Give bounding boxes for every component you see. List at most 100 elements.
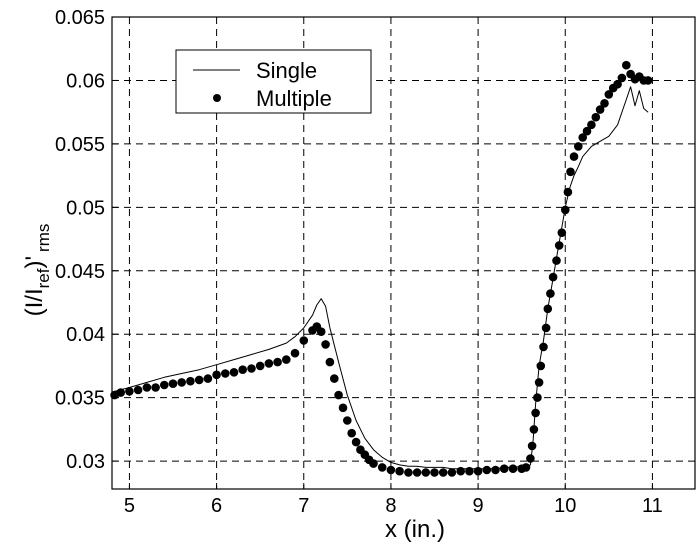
series-multiple-point [142, 383, 152, 392]
y-axis-label: (I/Iref)' rms [21, 224, 53, 317]
series-multiple-point [548, 272, 558, 282]
series-multiple-point [194, 375, 204, 385]
series-multiple-point [321, 340, 330, 349]
series-multiple-point [347, 428, 357, 438]
series-multiple-point [533, 393, 542, 402]
series-multiple-point [430, 468, 439, 477]
series-multiple-point [377, 463, 387, 472]
series-multiple-point [499, 464, 509, 474]
series-multiple-point [255, 361, 265, 371]
series-multiple-point [563, 187, 573, 197]
series-multiple-point [554, 241, 564, 250]
series-multiple-point [534, 378, 544, 387]
series-multiple-point [438, 468, 448, 477]
y-tick-label-6: 0.06 [66, 70, 105, 92]
series-multiple-point [116, 388, 125, 397]
series-multiple-point [395, 466, 404, 476]
series-multiple-point [613, 79, 622, 89]
x-tick-label-0: 5 [124, 495, 135, 517]
series-multiple-point [582, 126, 592, 136]
series-multiple-point [543, 304, 553, 314]
y-axis-label-sub-rms: rms [34, 224, 53, 252]
series-multiple-point [186, 376, 195, 386]
series-multiple-point [330, 374, 339, 383]
series-multiple-point [343, 416, 352, 425]
series-multiple-point [604, 90, 614, 99]
x-tick-label-4: 9 [473, 495, 484, 517]
series-multiple-point [527, 441, 537, 451]
series-multiple-point [334, 390, 343, 400]
y-tick-label-3: 0.045 [55, 261, 105, 283]
x-tick-label-1: 6 [211, 495, 222, 517]
series-multiple-point [168, 379, 178, 389]
x-axis-label: x (in.) [385, 516, 445, 543]
series-multiple-point [578, 133, 587, 142]
x-tick-label-6: 11 [642, 495, 663, 517]
series-multiple-point [473, 466, 483, 476]
series-multiple-point [264, 359, 274, 368]
series-multiple-point [569, 152, 579, 161]
series-multiple-point [465, 466, 474, 476]
series-multiple-point [212, 370, 221, 380]
series-multiple-point [247, 364, 256, 373]
series-multiple-point [531, 408, 540, 418]
series-multiple-point [595, 105, 605, 114]
series-multiple-point [404, 468, 413, 477]
series-multiple-point [133, 385, 143, 395]
series-multiple-point [351, 437, 361, 447]
axis-ticks: 5 6 7 8 9 10 11 0.03 0.035 0.04 0.045 0.05 0.055 0.06… [55, 7, 663, 517]
series-multiple-point [557, 228, 567, 237]
series-multiple-point [386, 465, 396, 475]
series-multiple-point [491, 465, 500, 475]
x-tick-label-2: 7 [298, 495, 309, 517]
series-multiple-point [151, 383, 160, 392]
series-multiple-point [482, 465, 492, 475]
x-tick-label-3: 8 [385, 495, 396, 517]
series-multiple-point [299, 336, 309, 345]
series-multiple-point [456, 466, 466, 476]
series-multiple-point [521, 463, 531, 472]
series-multiple-point [369, 459, 378, 468]
series-multiple-point [229, 368, 239, 377]
series-multiple-point [539, 342, 548, 352]
series-multiple-point [591, 112, 601, 122]
series-multiple-point [617, 73, 627, 83]
series-multiple-point [566, 167, 575, 177]
y-tick-label-2: 0.04 [66, 324, 105, 346]
plot-area-frame [111, 16, 696, 490]
series-multiple-point [282, 355, 291, 364]
series-multiple-point [622, 60, 631, 70]
legend-box [175, 49, 372, 114]
series-multiple-point [600, 99, 609, 108]
series-multiple-point [421, 468, 431, 477]
series-multiple-point [541, 323, 551, 333]
y-tick-label-5: 0.055 [55, 134, 105, 156]
series-multiple-point [526, 454, 535, 463]
y-axis-label-mid: )' [21, 256, 48, 269]
x-tick-label-5: 10 [554, 495, 576, 517]
series-multiple-point [238, 365, 247, 375]
legend: Single Multiple [175, 49, 372, 114]
legend-label-single: Single [256, 58, 317, 83]
series-multiple-point [273, 357, 282, 367]
y-axis-label-main: (I/I [21, 288, 48, 316]
series-multiple-point [316, 327, 326, 337]
y-tick-label-0: 0.03 [66, 451, 105, 473]
series-multiple-point [574, 142, 583, 151]
y-axis-label-sub-ref: ref [34, 268, 53, 288]
series-multiple-point [643, 76, 653, 85]
series-multiple-point [587, 120, 596, 130]
series-multiple-point [160, 380, 169, 390]
series-multiple-point [290, 348, 300, 358]
legend-dot-swatch [213, 94, 221, 102]
series-multiple-point [412, 468, 422, 477]
series-multiple-point [536, 361, 546, 371]
series-layer [110, 60, 653, 477]
series-multiple-point [546, 289, 555, 298]
series-multiple-point [125, 387, 134, 396]
series-multiple-point [325, 357, 335, 367]
legend-label-multiple: Multiple [256, 86, 332, 111]
series-multiple-point [529, 425, 539, 434]
y-tick-label-7: 0.065 [55, 7, 105, 29]
